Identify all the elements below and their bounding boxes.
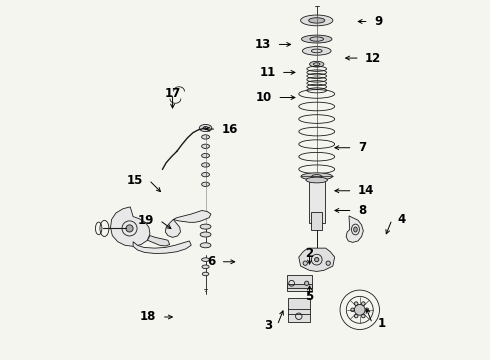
Ellipse shape bbox=[201, 258, 210, 261]
Ellipse shape bbox=[199, 125, 212, 132]
Ellipse shape bbox=[200, 232, 211, 237]
Bar bbox=[287, 284, 312, 288]
Polygon shape bbox=[173, 211, 211, 222]
Text: 19: 19 bbox=[138, 214, 154, 227]
Ellipse shape bbox=[315, 257, 319, 262]
Ellipse shape bbox=[326, 261, 330, 265]
Polygon shape bbox=[166, 220, 180, 237]
Ellipse shape bbox=[310, 61, 324, 67]
Ellipse shape bbox=[306, 177, 327, 183]
Ellipse shape bbox=[301, 35, 332, 43]
Polygon shape bbox=[346, 216, 364, 242]
Ellipse shape bbox=[202, 272, 209, 276]
Text: 3: 3 bbox=[264, 319, 272, 332]
Text: 14: 14 bbox=[358, 184, 374, 197]
Ellipse shape bbox=[201, 182, 210, 186]
Ellipse shape bbox=[200, 243, 211, 248]
Text: 16: 16 bbox=[221, 122, 238, 136]
Ellipse shape bbox=[203, 127, 208, 130]
Text: 5: 5 bbox=[305, 290, 314, 303]
Polygon shape bbox=[111, 207, 150, 246]
Polygon shape bbox=[299, 248, 335, 271]
Text: 9: 9 bbox=[374, 15, 382, 28]
Ellipse shape bbox=[302, 46, 331, 55]
Text: 15: 15 bbox=[127, 174, 144, 186]
Bar bbox=[287, 275, 312, 291]
Text: 13: 13 bbox=[255, 38, 271, 51]
Bar bbox=[311, 212, 322, 230]
Text: 12: 12 bbox=[365, 51, 381, 64]
Ellipse shape bbox=[301, 173, 333, 180]
Ellipse shape bbox=[303, 261, 307, 265]
Text: 17: 17 bbox=[165, 87, 181, 100]
Text: 6: 6 bbox=[207, 255, 215, 268]
Ellipse shape bbox=[300, 15, 333, 26]
Ellipse shape bbox=[351, 308, 354, 312]
Ellipse shape bbox=[354, 314, 358, 318]
Bar bbox=[288, 298, 310, 321]
Text: 10: 10 bbox=[256, 91, 272, 104]
Ellipse shape bbox=[201, 163, 210, 167]
Text: 18: 18 bbox=[140, 310, 156, 324]
Text: 4: 4 bbox=[397, 213, 406, 226]
Ellipse shape bbox=[304, 281, 309, 285]
Text: 1: 1 bbox=[378, 317, 386, 330]
Text: 11: 11 bbox=[259, 66, 275, 79]
Text: 2: 2 bbox=[305, 247, 314, 260]
Ellipse shape bbox=[126, 225, 133, 232]
Ellipse shape bbox=[201, 153, 210, 158]
Ellipse shape bbox=[201, 172, 210, 177]
Bar bbox=[309, 180, 324, 223]
Ellipse shape bbox=[201, 135, 210, 139]
Ellipse shape bbox=[365, 308, 368, 312]
Ellipse shape bbox=[354, 302, 358, 305]
Ellipse shape bbox=[354, 227, 357, 232]
Text: 8: 8 bbox=[358, 204, 366, 217]
Ellipse shape bbox=[202, 265, 209, 269]
Text: 7: 7 bbox=[358, 141, 366, 154]
Ellipse shape bbox=[200, 224, 211, 229]
Polygon shape bbox=[147, 235, 170, 246]
Ellipse shape bbox=[201, 144, 210, 148]
Ellipse shape bbox=[309, 18, 325, 23]
Ellipse shape bbox=[362, 314, 365, 318]
Polygon shape bbox=[133, 241, 191, 253]
Ellipse shape bbox=[362, 302, 365, 305]
Ellipse shape bbox=[354, 305, 365, 315]
